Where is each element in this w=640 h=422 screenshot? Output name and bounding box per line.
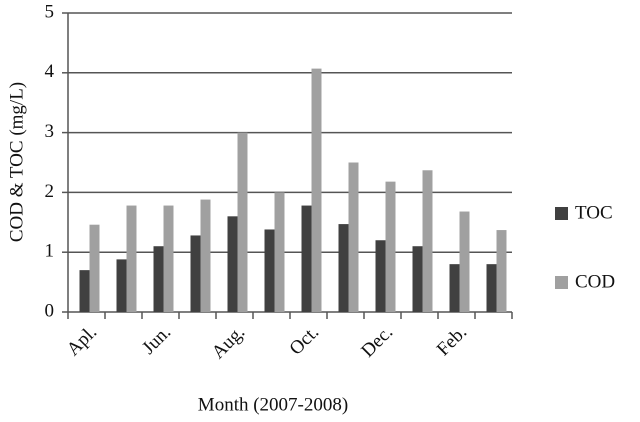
bar <box>274 192 285 312</box>
y-tick-label: 2 <box>45 181 55 202</box>
bar <box>126 205 137 312</box>
y-tick-label: 1 <box>45 241 55 262</box>
bar <box>89 224 100 312</box>
legend-label: COD <box>575 271 615 292</box>
bar <box>79 270 90 312</box>
x-tick-label: Feb. <box>433 322 471 360</box>
bar <box>385 181 396 312</box>
x-tick-label: Aug. <box>208 322 249 363</box>
y-axis-title: COD & TOC (mg/L) <box>6 82 27 242</box>
bar <box>190 235 201 312</box>
bar <box>412 246 423 312</box>
bar <box>486 264 497 312</box>
bar <box>449 264 460 312</box>
y-tick-label: 5 <box>45 1 55 22</box>
bar <box>422 170 433 312</box>
x-tick-label: Dec. <box>357 322 397 362</box>
bar <box>459 211 470 312</box>
x-tick-label: Oct. <box>286 322 324 360</box>
y-tick-label: 0 <box>45 300 55 321</box>
bar <box>163 205 174 312</box>
bar <box>227 216 238 312</box>
bar <box>237 132 248 312</box>
legend-swatch <box>555 207 568 220</box>
bar <box>338 224 349 312</box>
bar <box>116 259 127 312</box>
y-tick-label: 3 <box>45 121 55 142</box>
bar <box>301 205 312 312</box>
x-tick-label: Jun. <box>138 322 175 359</box>
bar <box>496 230 507 312</box>
bar <box>375 240 386 312</box>
bar <box>264 229 275 312</box>
bar <box>311 68 322 312</box>
x-tick-label: Apl. <box>63 322 101 360</box>
legend-label: TOC <box>575 202 613 223</box>
bar <box>348 162 359 312</box>
y-tick-label: 4 <box>45 61 55 82</box>
x-axis-title: Month (2007-2008) <box>198 394 348 415</box>
bar <box>200 199 211 312</box>
bar <box>153 246 164 312</box>
legend-swatch <box>555 276 568 289</box>
